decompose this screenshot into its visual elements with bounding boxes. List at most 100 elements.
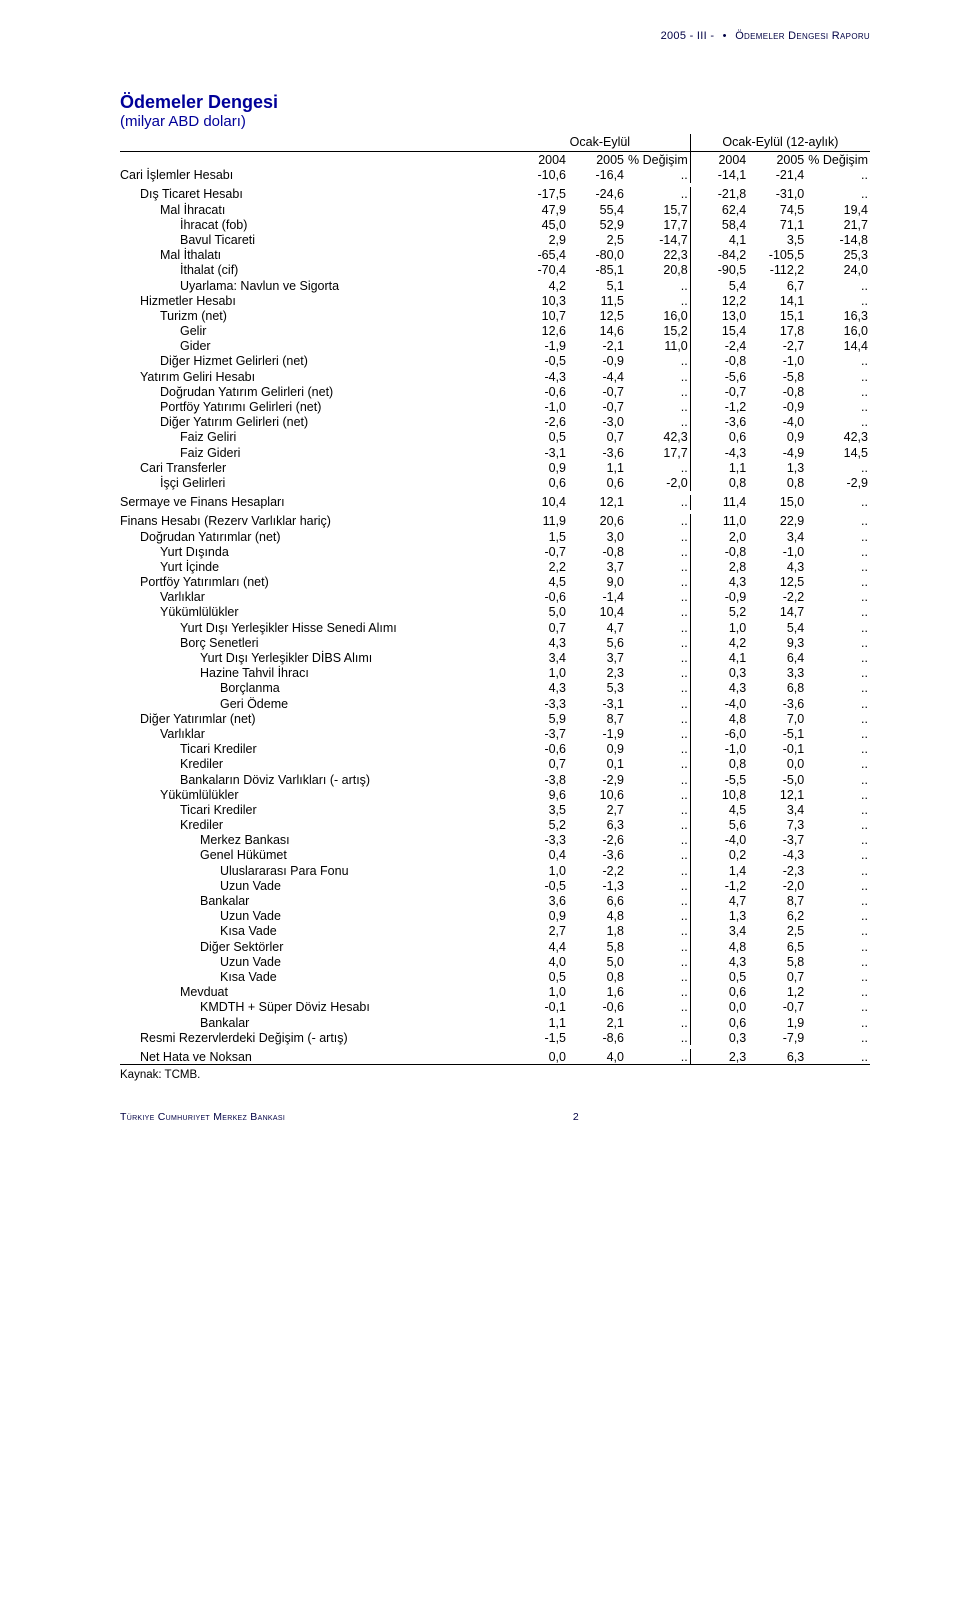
row-value: 0,0 bbox=[510, 1049, 568, 1065]
row-value: 4,3 bbox=[748, 559, 806, 574]
row-value: .. bbox=[626, 757, 690, 772]
table-row: Uzun Vade0,94,8..1,36,2.. bbox=[120, 909, 870, 924]
row-value: -2,6 bbox=[568, 833, 626, 848]
page-title: Ödemeler Dengesi bbox=[120, 92, 870, 113]
row-label: Doğrudan Yatırım Gelirleri (net) bbox=[120, 384, 510, 399]
row-value: 4,7 bbox=[568, 620, 626, 635]
table-row: Hazine Tahvil İhracı1,02,3..0,33,3.. bbox=[120, 666, 870, 681]
row-value: 5,9 bbox=[510, 711, 568, 726]
row-value: 0,5 bbox=[510, 430, 568, 445]
row-value: -8,6 bbox=[568, 1030, 626, 1045]
row-value: .. bbox=[626, 605, 690, 620]
row-value: 11,4 bbox=[690, 495, 748, 510]
row-value: 9,3 bbox=[748, 635, 806, 650]
row-value: 4,1 bbox=[690, 232, 748, 247]
row-value: .. bbox=[626, 954, 690, 969]
row-value: -21,4 bbox=[748, 168, 806, 183]
row-value: 6,4 bbox=[748, 650, 806, 665]
row-value: 1,0 bbox=[690, 620, 748, 635]
table-row: Uzun Vade4,05,0..4,35,8.. bbox=[120, 954, 870, 969]
row-value: 5,4 bbox=[748, 620, 806, 635]
row-value: .. bbox=[806, 354, 870, 369]
row-value: 47,9 bbox=[510, 202, 568, 217]
row-value: -1,0 bbox=[748, 354, 806, 369]
row-value: -5,1 bbox=[748, 726, 806, 741]
table-row: İşçi Gelirleri0,60,6-2,00,80,8-2,9 bbox=[120, 475, 870, 490]
row-value: 1,2 bbox=[748, 985, 806, 1000]
row-value: -3,3 bbox=[510, 833, 568, 848]
row-value: 21,7 bbox=[806, 217, 870, 232]
row-value: -3,3 bbox=[510, 696, 568, 711]
table-row: Bankalar3,66,6..4,78,7.. bbox=[120, 893, 870, 908]
row-value: -1,0 bbox=[690, 742, 748, 757]
row-label: Diğer Hizmet Gelirleri (net) bbox=[120, 354, 510, 369]
row-label: Mal İthalatı bbox=[120, 248, 510, 263]
row-label: Varlıklar bbox=[120, 726, 510, 741]
table-row: Diğer Yatırım Gelirleri (net)-2,6-3,0..-… bbox=[120, 415, 870, 430]
row-value: 1,6 bbox=[568, 985, 626, 1000]
row-value: 11,0 bbox=[690, 514, 748, 529]
row-value: 6,8 bbox=[748, 681, 806, 696]
row-value: .. bbox=[626, 278, 690, 293]
col-2005-a: 2005 bbox=[568, 151, 626, 168]
row-value: -80,0 bbox=[568, 248, 626, 263]
row-label: Portföy Yatırımları (net) bbox=[120, 574, 510, 589]
row-value: 0,9 bbox=[748, 430, 806, 445]
col-change-b: % Değişim bbox=[806, 151, 870, 168]
row-label: Sermaye ve Finans Hesapları bbox=[120, 495, 510, 510]
row-value: 16,3 bbox=[806, 308, 870, 323]
row-value: -105,5 bbox=[748, 248, 806, 263]
row-value: 3,4 bbox=[748, 529, 806, 544]
row-value: .. bbox=[626, 878, 690, 893]
row-value: -1,2 bbox=[690, 399, 748, 414]
table-row: Kısa Vade0,50,8..0,50,7.. bbox=[120, 969, 870, 984]
row-value: 0,6 bbox=[690, 430, 748, 445]
row-value: .. bbox=[626, 514, 690, 529]
row-value: -5,5 bbox=[690, 772, 748, 787]
row-value: 5,2 bbox=[510, 817, 568, 832]
row-value: .. bbox=[806, 909, 870, 924]
page-subtitle: (milyar ABD doları) bbox=[120, 113, 870, 130]
row-value: -2,4 bbox=[690, 339, 748, 354]
row-value: 0,6 bbox=[510, 475, 568, 490]
table-row: Krediler5,26,3..5,67,3.. bbox=[120, 817, 870, 832]
row-value: -3,1 bbox=[568, 696, 626, 711]
row-value: 0,7 bbox=[568, 430, 626, 445]
row-label: Hazine Tahvil İhracı bbox=[120, 666, 510, 681]
row-value: .. bbox=[626, 384, 690, 399]
row-value: .. bbox=[626, 742, 690, 757]
row-label: Diğer Sektörler bbox=[120, 939, 510, 954]
row-value: -3,6 bbox=[748, 696, 806, 711]
row-value: .. bbox=[806, 384, 870, 399]
row-value: .. bbox=[626, 354, 690, 369]
row-label: Resmi Rezervlerdeki Değişim (- artış) bbox=[120, 1030, 510, 1045]
row-value: 2,7 bbox=[510, 924, 568, 939]
row-value: 3,7 bbox=[568, 650, 626, 665]
row-value: 8,7 bbox=[748, 893, 806, 908]
col-2004-b: 2004 bbox=[690, 151, 748, 168]
row-value: .. bbox=[626, 460, 690, 475]
table-row: Borç Senetleri4,35,6..4,29,3.. bbox=[120, 635, 870, 650]
row-value: 1,0 bbox=[510, 666, 568, 681]
row-value: -0,7 bbox=[690, 384, 748, 399]
table-row: Varlıklar-0,6-1,4..-0,9-2,2.. bbox=[120, 590, 870, 605]
row-value: 0,0 bbox=[690, 1000, 748, 1015]
row-value: .. bbox=[806, 969, 870, 984]
row-value: 10,4 bbox=[510, 495, 568, 510]
row-value: -2,9 bbox=[806, 475, 870, 490]
row-label: Portföy Yatırımı Gelirleri (net) bbox=[120, 399, 510, 414]
row-value: -4,9 bbox=[748, 445, 806, 460]
row-label: Diğer Yatırım Gelirleri (net) bbox=[120, 415, 510, 430]
row-value: 0,5 bbox=[690, 969, 748, 984]
row-value: -14,7 bbox=[626, 232, 690, 247]
row-value: 4,3 bbox=[690, 681, 748, 696]
row-value: 55,4 bbox=[568, 202, 626, 217]
row-label: Bankalar bbox=[120, 1015, 510, 1030]
row-value: -4,3 bbox=[748, 848, 806, 863]
row-value: 12,5 bbox=[568, 308, 626, 323]
table-row: Gelir12,614,615,215,417,816,0 bbox=[120, 323, 870, 338]
row-label: Krediler bbox=[120, 757, 510, 772]
row-value: 16,0 bbox=[806, 323, 870, 338]
table-row: Yurt Dışı Yerleşikler Hisse Senedi Alımı… bbox=[120, 620, 870, 635]
row-label: İthalat (cif) bbox=[120, 263, 510, 278]
